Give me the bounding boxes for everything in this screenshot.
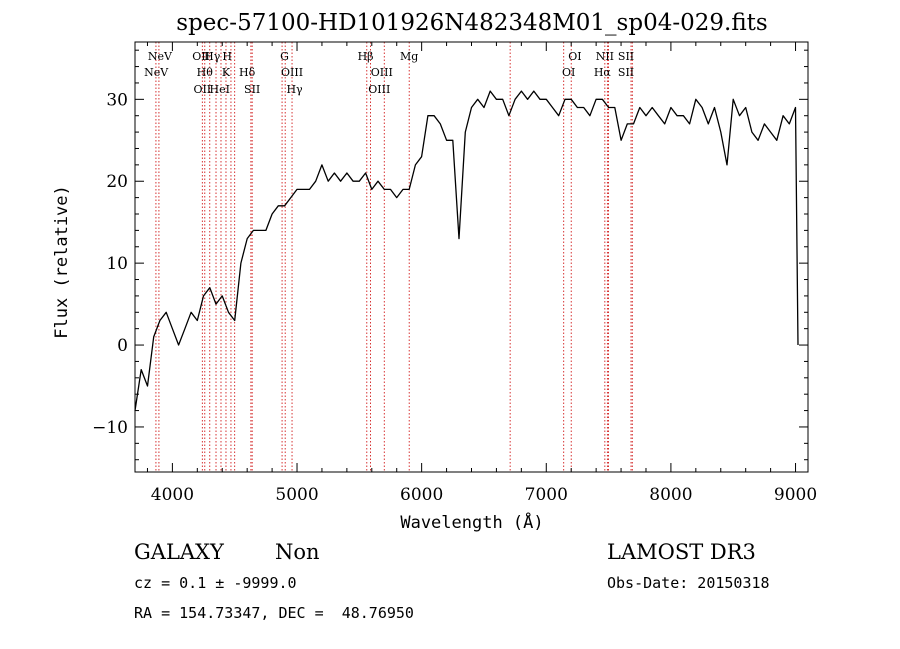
spectral-line-label: Hγ bbox=[286, 83, 303, 96]
y-tick-label: 30 bbox=[106, 90, 128, 110]
x-tick-label: 4000 bbox=[151, 485, 194, 505]
x-tick-label: 7000 bbox=[525, 485, 568, 505]
spectral-line-label: HeI bbox=[210, 83, 230, 96]
spectral-line-label: Hα bbox=[594, 66, 612, 79]
spectral-line-label: Hγ bbox=[204, 50, 221, 63]
spectral-line-label: OIII bbox=[368, 83, 390, 96]
spectral-line-label: Hθ bbox=[197, 66, 214, 79]
spectral-line-label: OIII bbox=[281, 66, 303, 79]
y-tick-label: 10 bbox=[106, 254, 128, 274]
x-tick-label: 6000 bbox=[400, 485, 443, 505]
object-class: GALAXY bbox=[134, 540, 225, 564]
spectral-line-label: G bbox=[280, 50, 289, 63]
spectral-line-label: OII bbox=[192, 50, 210, 63]
spectral-line-label: NII bbox=[596, 50, 614, 63]
spectral-line-label: Mg bbox=[400, 50, 418, 63]
x-axis-label: Wavelength (Å) bbox=[400, 511, 543, 533]
chart-title: spec-57100-HD101926N482348M01_sp04-029.f… bbox=[176, 10, 767, 36]
spectral-line-label: OI bbox=[568, 50, 581, 63]
x-axis: 4000 5000 6000 7000 8000 9000 bbox=[146, 42, 817, 505]
spectral-line-label: K bbox=[222, 66, 231, 79]
spectral-line-markers bbox=[155, 42, 633, 472]
spectral-line-label: NeV bbox=[148, 50, 173, 63]
spectrum-line bbox=[134, 90, 799, 411]
spectral-line-label: NeV bbox=[144, 66, 169, 79]
y-tick-label: −10 bbox=[92, 418, 128, 438]
redshift-text: cz = 0.1 ± -9999.0 bbox=[134, 574, 297, 592]
y-tick-label: 0 bbox=[117, 336, 128, 356]
spectral-line-label: SII bbox=[244, 83, 260, 96]
object-subclass: Non bbox=[275, 540, 320, 564]
obs-date-text: Obs-Date: 20150318 bbox=[607, 574, 770, 592]
y-axis: −10 0 10 20 30 bbox=[92, 49, 808, 461]
spectral-line-label: H bbox=[222, 50, 232, 63]
series-layer bbox=[134, 90, 799, 411]
spectral-line-label: OI bbox=[562, 66, 575, 79]
spectral-line-label: SII bbox=[618, 50, 634, 63]
y-tick-label: 20 bbox=[106, 172, 128, 192]
x-tick-label: 5000 bbox=[275, 485, 318, 505]
survey-label: LAMOST DR3 bbox=[607, 540, 756, 564]
spectral-line-label: OII bbox=[193, 83, 211, 96]
spectral-line-label: Hδ bbox=[239, 66, 256, 79]
coordinates-text: RA = 154.73347, DEC = 48.76950 bbox=[134, 604, 414, 622]
y-axis-label: Flux (relative) bbox=[52, 185, 72, 339]
x-tick-label: 8000 bbox=[649, 485, 692, 505]
spectral-line-label: OIII bbox=[371, 66, 393, 79]
spectral-line-label: SII bbox=[618, 66, 634, 79]
x-tick-label: 9000 bbox=[774, 485, 817, 505]
spectral-line-label: Hβ bbox=[358, 50, 374, 63]
